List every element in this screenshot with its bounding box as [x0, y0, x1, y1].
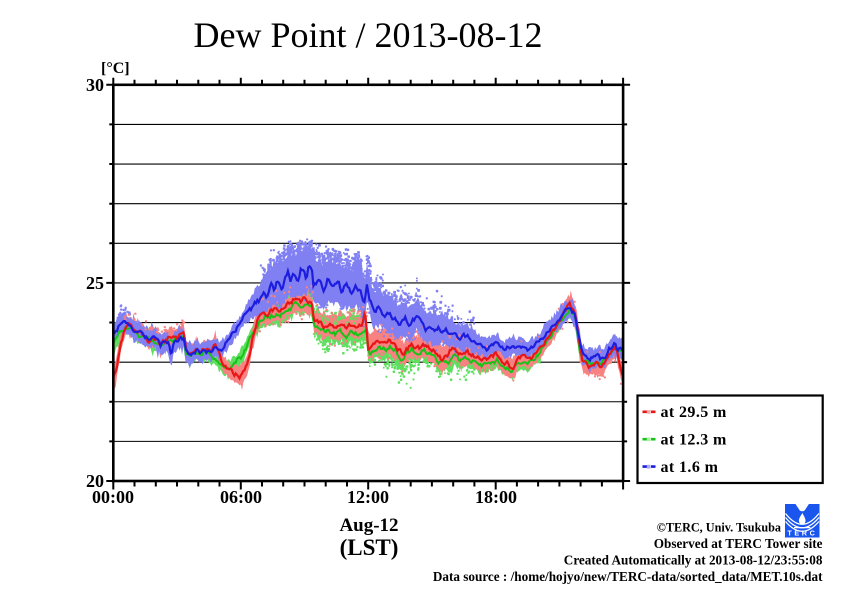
svg-text:at 29.5 m: at 29.5 m [661, 404, 728, 421]
svg-text:at 12.3 m: at 12.3 m [661, 431, 728, 448]
svg-text:Dew Point / 2013-08-12: Dew Point / 2013-08-12 [194, 15, 543, 55]
svg-text:©TERC, Univ. Tsukuba: ©TERC, Univ. Tsukuba [657, 521, 781, 535]
svg-text:18:00: 18:00 [475, 487, 517, 507]
svg-text:Created Automatically at 2013-: Created Automatically at 2013-08-12/23:5… [564, 553, 823, 568]
svg-text:00:00: 00:00 [92, 487, 134, 507]
svg-text:12:00: 12:00 [347, 487, 389, 507]
svg-text:(LST): (LST) [340, 535, 399, 560]
svg-text:20: 20 [86, 471, 104, 491]
svg-text:at 1.6 m: at 1.6 m [661, 459, 719, 476]
svg-text:Observed at TERC Tower site: Observed at TERC Tower site [654, 536, 823, 551]
svg-text:Aug-12: Aug-12 [339, 515, 398, 536]
svg-text:TERC: TERC [787, 529, 817, 538]
svg-text:25: 25 [86, 273, 104, 293]
svg-text:06:00: 06:00 [220, 487, 262, 507]
svg-text:[°C]: [°C] [101, 60, 130, 77]
svg-text:Data source : /home/hojyo/new/: Data source : /home/hojyo/new/TERC-data/… [433, 569, 823, 584]
svg-text:30: 30 [86, 75, 104, 95]
